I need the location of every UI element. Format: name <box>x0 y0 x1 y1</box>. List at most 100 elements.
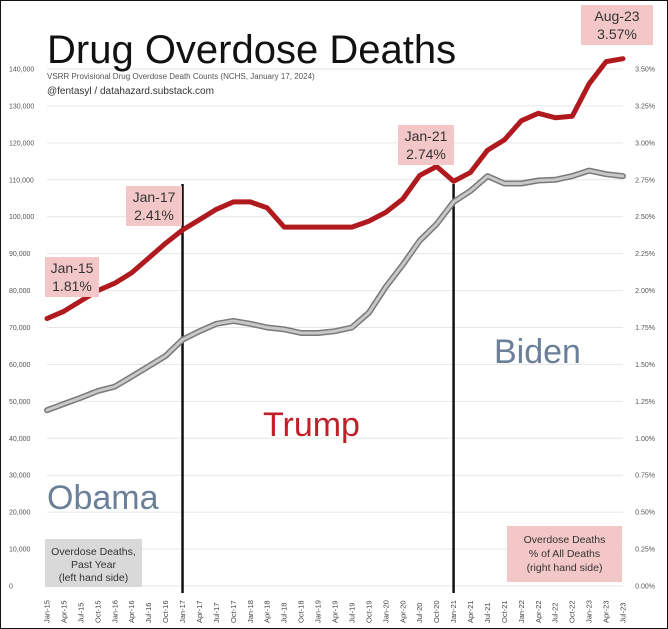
x-tick-label: Apr-22 <box>534 600 543 623</box>
left-tick-label: 90,000 <box>9 251 31 258</box>
right-tick-label: 3.25% <box>635 103 655 110</box>
x-tick-label: Oct-16 <box>161 600 170 623</box>
series-lines <box>44 56 626 414</box>
callout-value: 1.81% <box>52 278 92 294</box>
x-tick-label: Oct-22 <box>568 600 577 623</box>
left-tick-label: 110,000 <box>9 177 34 184</box>
share-series-line <box>44 56 626 322</box>
right-note-line: Overdose Deaths <box>524 534 606 546</box>
right-note-box <box>507 526 622 582</box>
left-tick-label: 40,000 <box>9 436 31 443</box>
right-tick-label: 0.00% <box>635 584 655 591</box>
era-dividers <box>181 184 455 593</box>
left-axis-ticks: 0 10,000 20,000 30,000 40,000 50,000 60,000 70,… <box>9 67 34 591</box>
x-tick-label: Jan-20 <box>381 600 390 623</box>
right-tick-label: 0.50% <box>635 510 655 517</box>
x-tick-label: Apr-23 <box>602 600 611 623</box>
chart-credit: @fentasyl / datahazard.substack.com <box>47 86 214 97</box>
x-tick-label: Jul-18 <box>280 603 289 623</box>
right-axis-note: Overdose Deaths % of All Deaths (right h… <box>507 526 622 582</box>
left-tick-label: 20,000 <box>9 510 31 517</box>
left-tick-label: 10,000 <box>9 547 31 554</box>
callout-box <box>45 257 99 297</box>
x-tick-label: Apr-17 <box>195 600 204 623</box>
right-tick-label: 1.00% <box>635 436 655 443</box>
left-tick-label: 60,000 <box>9 362 31 369</box>
right-tick-label: 2.25% <box>635 251 655 258</box>
deaths-series-line <box>45 169 625 412</box>
left-tick-label: 100,000 <box>9 214 34 221</box>
left-tick-label: 140,000 <box>9 67 34 74</box>
x-tick-label: Apr-16 <box>127 600 136 623</box>
era-label-biden: Biden <box>494 333 581 371</box>
left-note-line: Past Year <box>71 559 116 571</box>
x-tick-label: Apr-19 <box>331 600 340 623</box>
x-tick-label: Apr-18 <box>263 600 272 623</box>
callout-date: Jan-17 <box>133 189 176 205</box>
x-tick-label: Oct-20 <box>432 600 441 623</box>
left-tick-label: 30,000 <box>9 473 31 480</box>
era-label-obama: Obama <box>47 479 159 517</box>
era-label-trump: Trump <box>263 406 360 444</box>
right-tick-label: 0.25% <box>635 547 655 554</box>
x-tick-label: Oct-17 <box>229 600 238 623</box>
callout-date: Aug-23 <box>594 8 639 24</box>
x-tick-label: Jul-21 <box>483 603 492 623</box>
x-tick-label: Jul-17 <box>212 603 221 623</box>
callout-date: Jan-21 <box>405 128 448 144</box>
left-note-line: (left hand side) <box>59 572 128 584</box>
x-tick-label: Jan-18 <box>246 600 255 623</box>
x-tick-label: Jan-15 <box>43 600 52 623</box>
x-tick-label: Jul-22 <box>551 603 560 623</box>
x-tick-label: Jan-22 <box>517 600 526 623</box>
right-tick-label: 2.00% <box>635 288 655 295</box>
callout-box <box>126 186 182 226</box>
x-tick-label: Jan-19 <box>314 600 323 623</box>
left-tick-label: 0 <box>9 584 13 591</box>
callout-value: 3.57% <box>597 26 637 42</box>
x-tick-label: Jul-20 <box>415 603 424 623</box>
x-tick-label: Jul-15 <box>76 603 85 623</box>
left-tick-label: 50,000 <box>9 399 31 406</box>
right-note-line: (right hand side) <box>527 562 603 574</box>
chart-subtitle: VSRR Provisional Drug Overdose Death Cou… <box>47 72 315 81</box>
right-tick-label: 0.75% <box>635 473 655 480</box>
left-tick-label: 80,000 <box>9 288 31 295</box>
right-note-line: % of All Deaths <box>529 548 600 560</box>
x-tick-label: Jan-21 <box>449 600 458 623</box>
chart-title: Drug Overdose Deaths <box>47 28 456 72</box>
left-tick-label: 70,000 <box>9 325 31 332</box>
right-tick-label: 2.50% <box>635 214 655 221</box>
x-tick-label: Oct-21 <box>500 600 509 623</box>
x-tick-label: Apr-21 <box>466 600 475 623</box>
right-tick-label: 3.00% <box>635 140 655 147</box>
left-note-line: Overdose Deaths, <box>51 546 136 558</box>
right-tick-label: 2.75% <box>635 177 655 184</box>
right-axis-ticks: 0.00% 0.25% 0.50% 0.75% 1.00% 1.25% 1.50% 1.75%… <box>635 67 655 591</box>
right-tick-label: 3.50% <box>635 67 655 74</box>
x-tick-label: Jul-16 <box>144 603 153 623</box>
x-tick-label: Oct-18 <box>297 600 306 623</box>
callout-value: 2.41% <box>134 207 174 223</box>
callout-box <box>398 125 454 165</box>
callout-date: Jan-15 <box>51 260 94 276</box>
x-axis-ticks: Jan-15 Apr-15 Jul-15 Oct-15 Jan-16 Apr-16 Jul-… <box>43 600 628 623</box>
x-tick-label: Oct-15 <box>93 600 102 623</box>
left-tick-label: 120,000 <box>9 140 34 147</box>
x-tick-label: Oct-19 <box>364 600 373 623</box>
x-tick-label: Jan-23 <box>585 600 594 623</box>
left-axis-note: Overdose Deaths, Past Year (left hand si… <box>45 539 142 587</box>
callout-value: 2.74% <box>406 146 446 162</box>
callouts: Jan-15 1.81% Jan-17 2.41% Jan-21 2.74% Aug-23 3… <box>45 5 653 297</box>
right-tick-label: 1.75% <box>635 325 655 332</box>
right-tick-label: 1.25% <box>635 399 655 406</box>
callout-box <box>581 5 653 45</box>
right-tick-label: 1.50% <box>635 362 655 369</box>
left-tick-label: 130,000 <box>9 103 34 110</box>
x-tick-label: Jul-19 <box>347 603 356 623</box>
x-tick-label: Apr-15 <box>59 600 68 623</box>
x-tick-label: Jan-16 <box>110 600 119 623</box>
x-tick-label: Apr-20 <box>398 600 407 623</box>
